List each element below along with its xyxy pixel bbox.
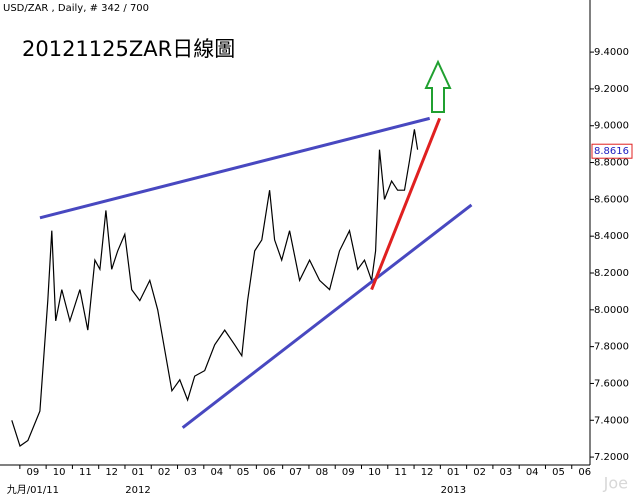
x-tick-label: 06	[578, 467, 591, 478]
x-tick-label: 03	[184, 467, 197, 478]
x-tick-label: 07	[289, 467, 302, 478]
y-tick-label: 8.8000	[594, 158, 629, 169]
y-tick-label: 9.4000	[594, 47, 629, 58]
y-tick-label: 7.8000	[594, 342, 629, 353]
x-tick-label: 12	[421, 467, 434, 478]
trend-line	[39, 116, 431, 220]
price-line	[11, 129, 419, 447]
last-price-label: 8.8616	[594, 146, 629, 157]
y-tick-label: 7.2000	[594, 452, 629, 463]
x-period-label: 2012	[125, 485, 150, 496]
x-tick-label: 09	[26, 467, 39, 478]
x-tick-label: 10	[53, 467, 66, 478]
x-tick-label: 01	[132, 467, 145, 478]
x-tick-label: 04	[526, 467, 539, 478]
x-tick-label: 05	[237, 467, 250, 478]
last-price-box	[591, 143, 633, 159]
x-tick-label: 08	[316, 467, 329, 478]
x-tick-label: 11	[79, 467, 92, 478]
x-tick-label: 04	[210, 467, 223, 478]
y-tick-label: 8.6000	[594, 194, 629, 205]
up-arrow	[424, 59, 452, 113]
watermark: Joe	[603, 474, 628, 493]
y-tick-label: 8.0000	[594, 305, 629, 316]
y-tick-label: 8.2000	[594, 268, 629, 279]
x-period-label: 2013	[441, 485, 466, 496]
x-tick-label: 12	[105, 467, 118, 478]
x-tick-label: 02	[158, 467, 171, 478]
x-tick-label: 05	[552, 467, 565, 478]
x-tick-label: 06	[263, 467, 276, 478]
y-tick-label: 7.4000	[594, 415, 629, 426]
x-tick-label: 03	[500, 467, 513, 478]
x-tick-label: 10	[368, 467, 381, 478]
trend-line	[181, 203, 473, 429]
y-tick-label: 7.6000	[594, 378, 629, 389]
x-tick-label: 01	[447, 467, 460, 478]
x-tick-label: 02	[473, 467, 486, 478]
y-tick-label: 9.2000	[594, 84, 629, 95]
x-period-label: 九月/01/11	[7, 484, 59, 496]
chart-title: 20121125ZAR日線圖	[22, 37, 235, 61]
x-tick-label: 09	[342, 467, 355, 478]
trend-line	[370, 117, 442, 291]
arrow-shape	[424, 59, 452, 113]
y-tick-label: 9.0000	[594, 121, 629, 132]
x-tick-label: 11	[394, 467, 407, 478]
header: USD/ZAR , Daily, # 342 / 700	[3, 3, 149, 14]
y-tick-label: 8.4000	[594, 231, 629, 242]
